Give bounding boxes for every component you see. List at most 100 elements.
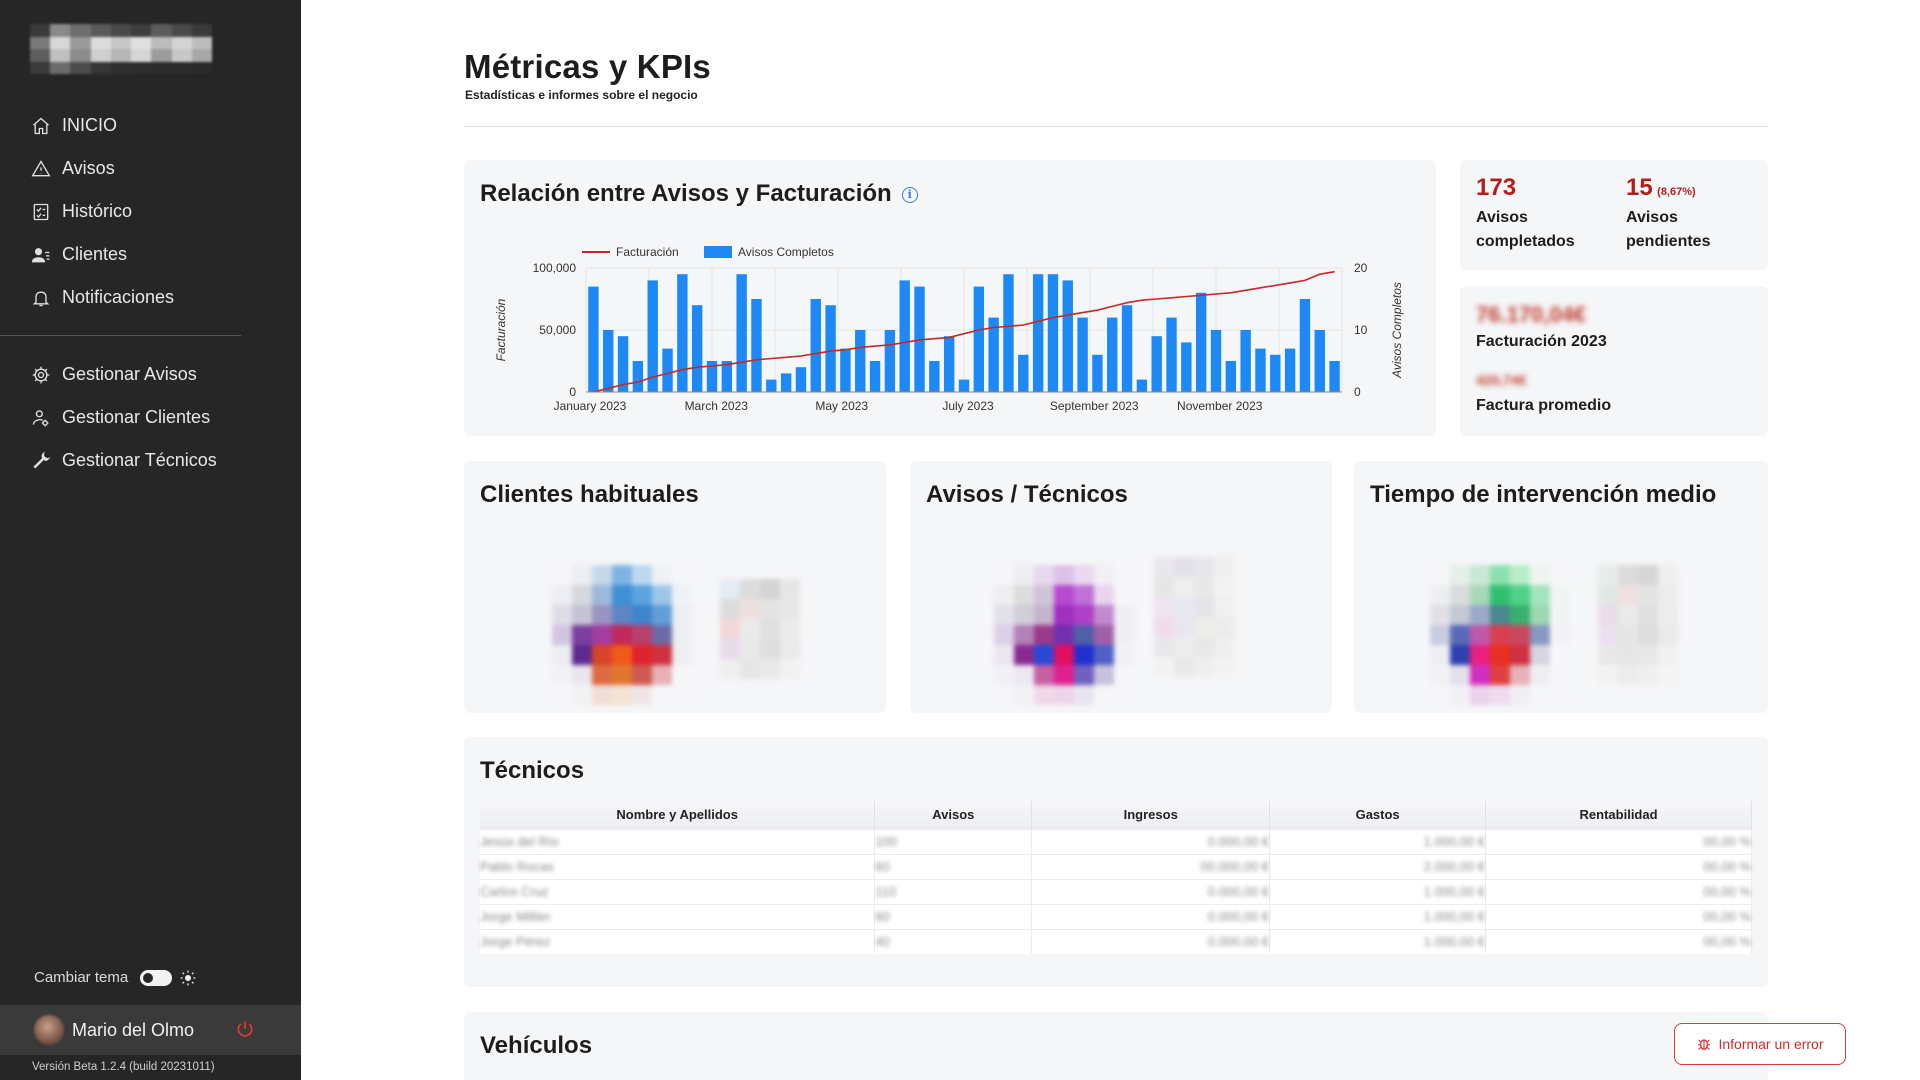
y-left-tick-label: 0 (569, 385, 576, 399)
cell-redacted: Pablo Rocas (480, 853, 876, 879)
sidebar-item-gestionar-avisos[interactable]: Gestionar Avisos (0, 353, 301, 396)
column-header[interactable]: Avisos (874, 801, 1033, 829)
cell-redacted: 0.000,00 € (1031, 903, 1271, 929)
bar (1107, 317, 1118, 392)
cell-redacted: 110 (874, 878, 1033, 904)
cell-redacted: 1.000,00 € (1269, 878, 1487, 904)
cell-redacted: 40 (874, 928, 1033, 954)
sidebar-divider (0, 335, 241, 336)
cell-redacted: 1.000,00 € (1269, 928, 1487, 954)
table-row[interactable]: Jorge Millán 60 0.000,00 €1.000,00 €00,00 … (480, 903, 1752, 929)
report-error-label: Informar un error (1718, 1036, 1824, 1052)
sidebar-item-gestionar-tecnicos[interactable]: Gestionar Técnicos (0, 439, 301, 482)
user-profile[interactable]: Mario del Olmo (0, 1005, 301, 1055)
avisos-tecnicos-card: Avisos / Técnicos (910, 461, 1332, 713)
cell-redacted: 0.000,00 € (1031, 878, 1271, 904)
x-tick-label: March 2023 (685, 399, 749, 413)
kpi-pending-pct: (8,67%) (1657, 186, 1696, 198)
bar (1077, 317, 1088, 392)
avatar[interactable] (34, 1015, 64, 1045)
card-title: Avisos / Técnicos (926, 481, 1128, 508)
cell-redacted: 00,00 % (1485, 828, 1752, 854)
checklist-icon (30, 201, 52, 223)
cell-redacted: 00.000,00 € (1031, 853, 1271, 879)
kpi-pending-label: Avisos pendientes (1626, 209, 1711, 250)
clientes-habituales-card: Clientes habituales (464, 461, 886, 713)
bar (1181, 342, 1192, 392)
kpi-completed-label: Avisos completados (1476, 209, 1575, 250)
bar (973, 286, 985, 392)
home-icon (30, 115, 52, 137)
sidebar-item-clientes[interactable]: Clientes (0, 233, 301, 276)
bar (780, 373, 792, 392)
avg-invoice-value-redacted: 420,74€ (1476, 372, 1527, 388)
bar (1018, 354, 1029, 392)
bar (869, 361, 881, 392)
bar (1314, 330, 1325, 392)
cell-redacted: 1.000,00 € (1269, 903, 1487, 929)
cell-redacted: 0.000,00 € (1031, 928, 1271, 954)
sidebar-item-notificaciones[interactable]: Notificaciones (0, 276, 301, 319)
table-row[interactable]: Jesús del Río 100 0.000,00 €1.000,00 €00,0… (480, 828, 1752, 854)
bar (1166, 317, 1177, 392)
legend-bar-swatch (704, 246, 732, 258)
y-right-tick-label: 20 (1354, 261, 1368, 275)
bar (1195, 292, 1207, 392)
clientes-chart-redacted (552, 565, 692, 705)
tiempo-legend-redacted (1598, 565, 1678, 685)
bar (766, 379, 777, 392)
column-header[interactable]: Rentabilidad (1485, 801, 1752, 829)
app-version: Versión Beta 1.2.4 (build 20231011) (32, 1061, 215, 1073)
cell-redacted: 00,00 % (1485, 878, 1752, 904)
cell-redacted: 100 (874, 828, 1033, 854)
bar (1284, 348, 1296, 392)
bar (1299, 299, 1311, 392)
sidebar-item-inicio[interactable]: INICIO (0, 104, 301, 147)
table-row[interactable]: Jorge Pérez 40 0.000,00 €1.000,00 €00,00 % (480, 928, 1752, 954)
x-tick-label: July 2023 (942, 399, 994, 413)
sidebar-item-historico[interactable]: Histórico (0, 190, 301, 233)
report-error-button[interactable]: Informar un error (1674, 1023, 1846, 1065)
column-header[interactable]: Nombre y Apellidos (480, 801, 876, 829)
sidebar-item-gestionar-clientes[interactable]: Gestionar Clientes (0, 396, 301, 439)
logout-icon[interactable] (235, 1019, 255, 1039)
app-logo[interactable] (30, 24, 212, 74)
page-subtitle: Estadísticas e informes sobre el negocio (465, 88, 698, 102)
info-icon[interactable]: i (901, 187, 918, 203)
bar (1329, 361, 1340, 392)
bar (929, 361, 940, 392)
y-right-axis-label: Avisos Completos (1390, 282, 1404, 379)
sidebar: INICIO Avisos Histórico Clientes Notific… (0, 0, 301, 1080)
billing-value-redacted: 76.170,04€ (1476, 302, 1587, 327)
table-row[interactable]: Pablo Rocas 60 00.000,00 €2.000,00 €00,00 … (480, 853, 1752, 879)
sidebar-item-label: Notificaciones (62, 287, 175, 307)
sidebar-item-avisos[interactable]: Avisos (0, 147, 301, 190)
bar (958, 379, 970, 392)
theme-toggle[interactable] (140, 969, 173, 986)
column-header[interactable]: Ingresos (1031, 801, 1271, 829)
bar (1136, 379, 1148, 392)
bar (1032, 274, 1044, 392)
cell-redacted: Jesús del Río (480, 828, 876, 854)
bar (1151, 336, 1162, 392)
cell-redacted: 1.000,00 € (1269, 828, 1487, 854)
wrench-icon (30, 450, 52, 472)
cell-redacted: Jorge Pérez (480, 928, 876, 954)
legend-label: Avisos Completos (738, 245, 834, 259)
page-title: Métricas y KPIs (464, 48, 711, 85)
column-header[interactable]: Gastos (1269, 801, 1487, 829)
kpi-avisos-card: 173 Avisos completados 15 (8,67%) Avisos… (1460, 160, 1768, 270)
sidebar-item-label: Histórico (62, 201, 133, 221)
sun-icon (180, 970, 196, 985)
tiempo-chart-redacted (1430, 565, 1570, 705)
table-row[interactable]: Carlos Cruz 110 0.000,00 €1.000,00 €00,00 … (480, 878, 1752, 904)
bug-icon (1698, 1039, 1711, 1050)
user-name: Mario del Olmo (72, 1019, 195, 1040)
tecnicos-chart-redacted (994, 565, 1134, 705)
table-header-row: Nombre y Apellidos Avisos Ingresos Gasto… (480, 801, 1752, 829)
bar (1062, 280, 1073, 392)
legend-label: Facturación (616, 245, 679, 259)
gear-icon (30, 364, 52, 386)
bar (1210, 330, 1222, 392)
bar (988, 317, 999, 392)
